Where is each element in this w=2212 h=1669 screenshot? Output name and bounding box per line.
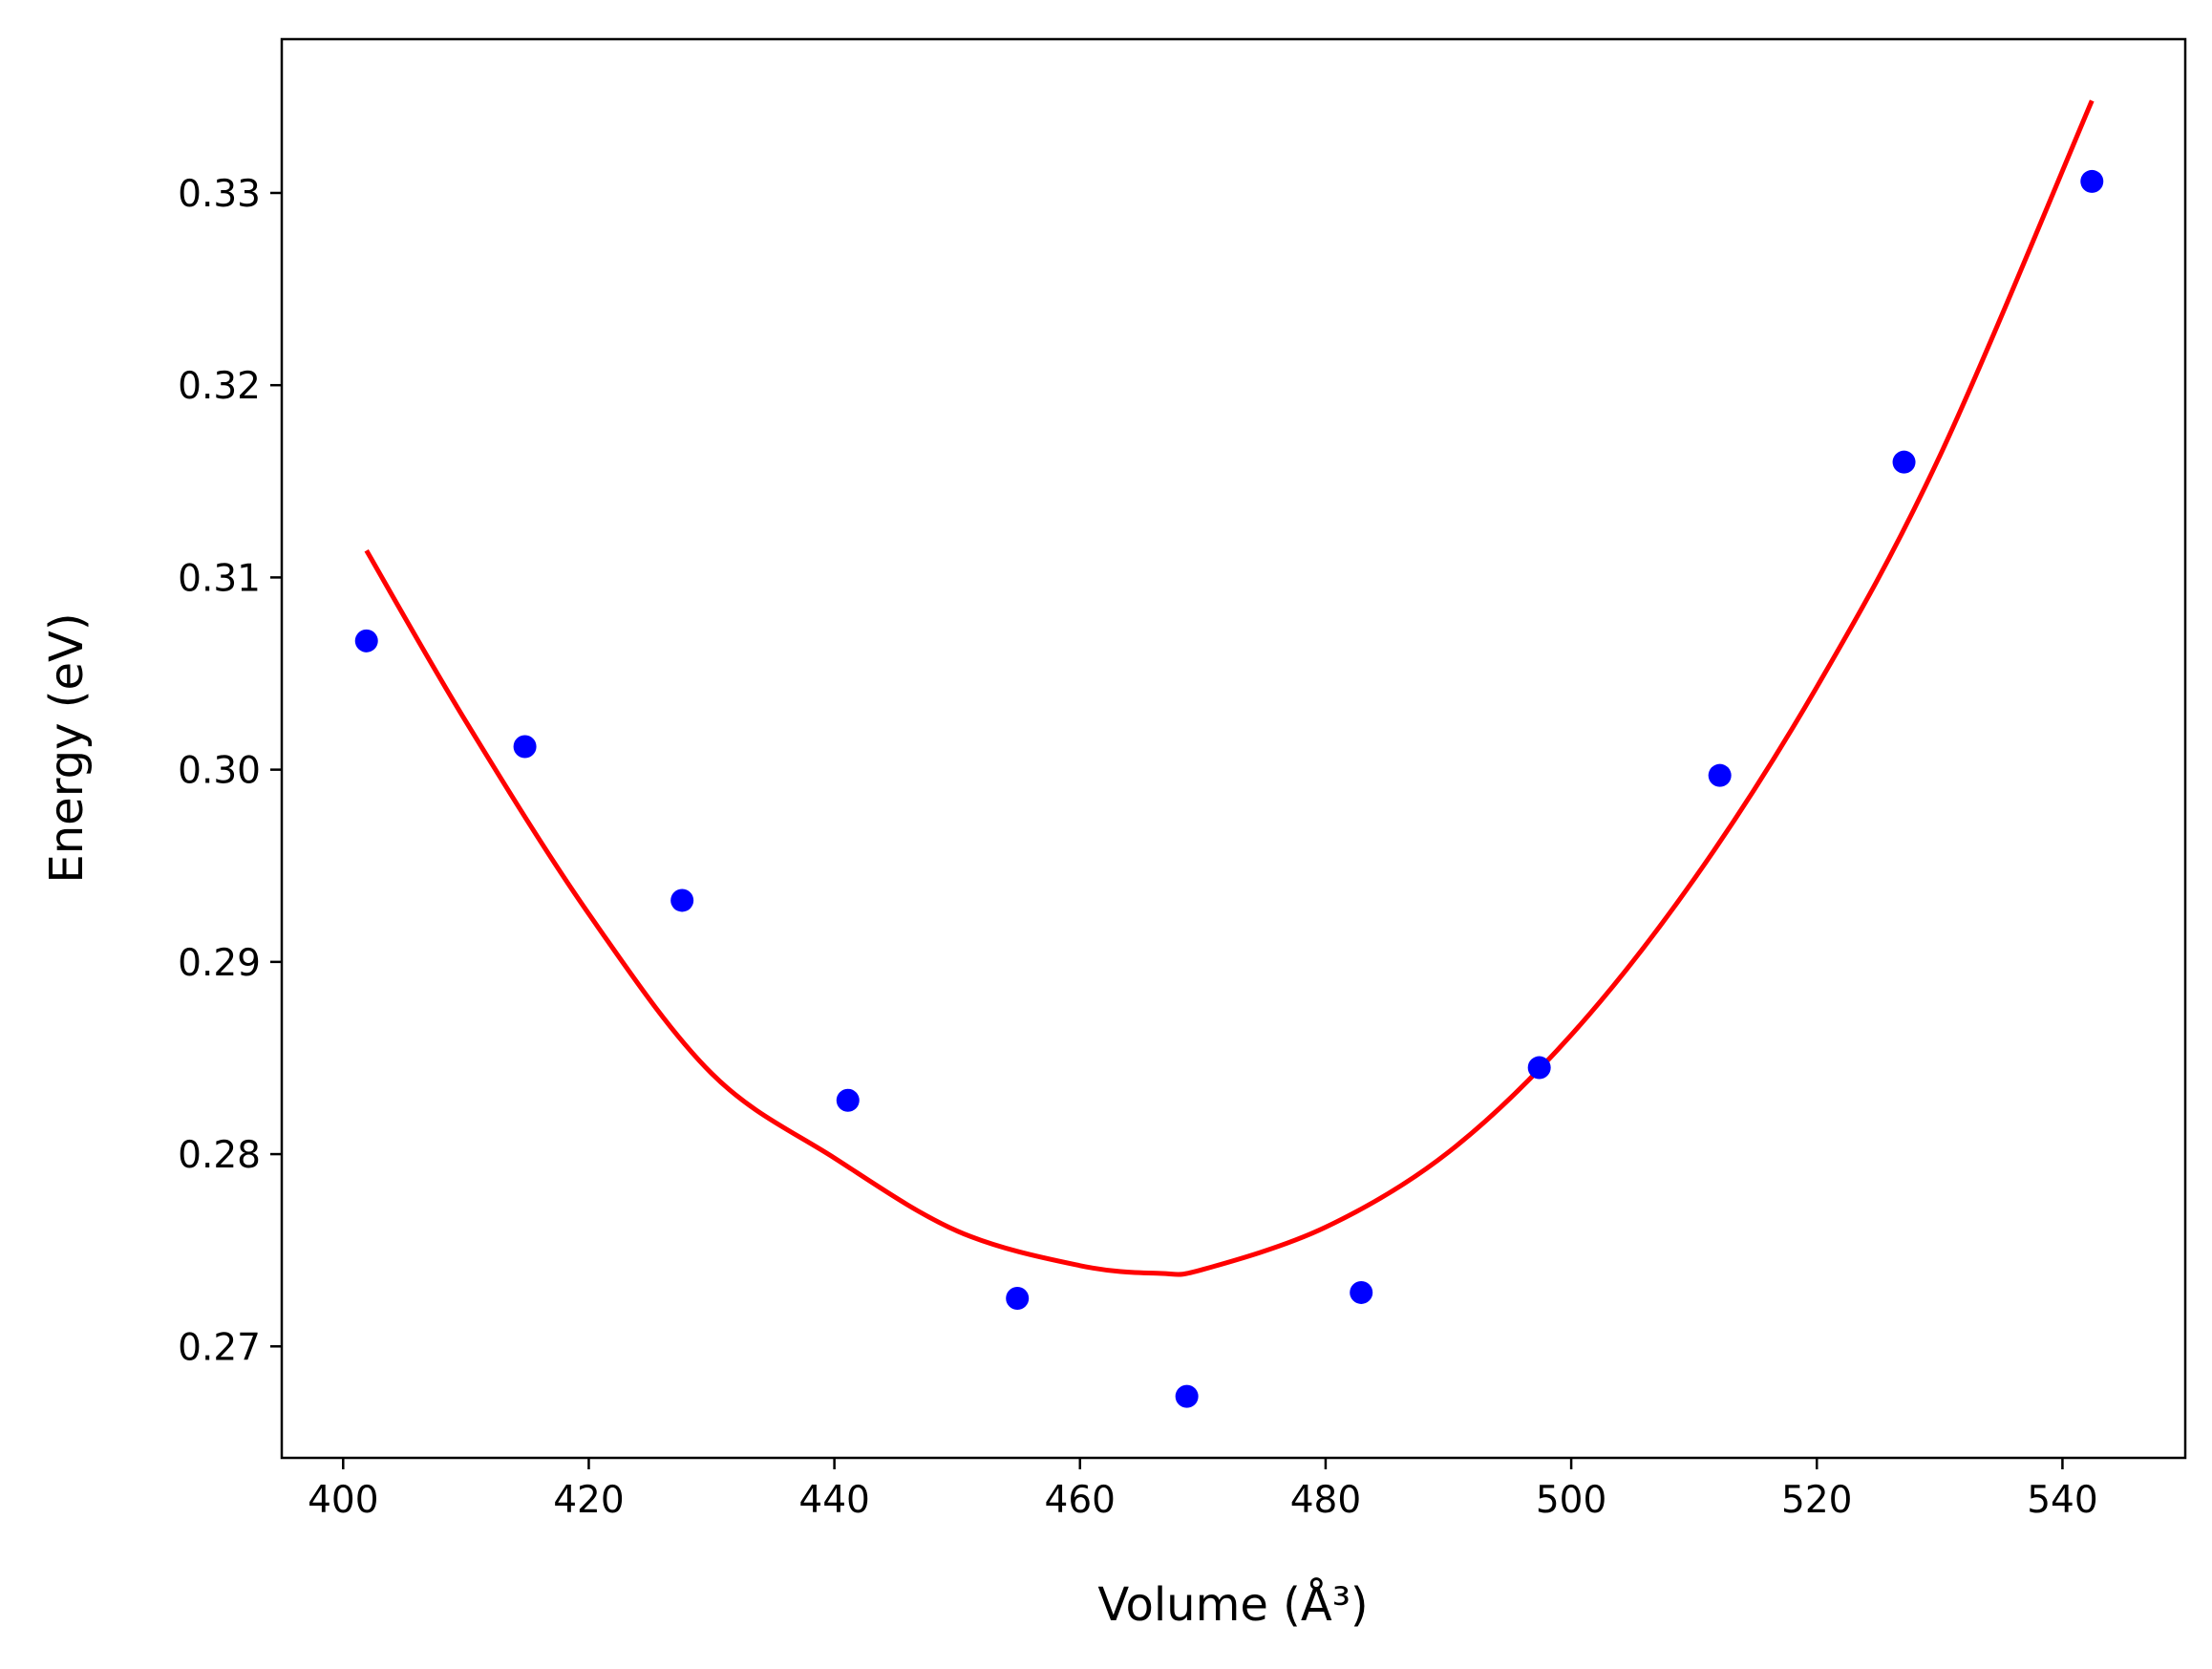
x-tick-label: 420 [553,1479,624,1522]
x-tick-label: 460 [1045,1479,1116,1522]
data-point [2080,170,2103,193]
y-tick-label: 0.30 [178,750,261,793]
x-axis-label: Volume (Å³) [1097,1577,1368,1632]
y-tick-label: 0.29 [178,942,261,985]
x-tick-label: 520 [1781,1479,1852,1522]
x-tick-label: 440 [798,1479,869,1522]
x-tick-label: 500 [1536,1479,1606,1522]
x-tick-label: 480 [1290,1479,1361,1522]
data-point [670,888,693,911]
data-point [837,1089,860,1112]
data-point [1006,1287,1029,1310]
data-point [1528,1057,1551,1080]
y-tick-label: 0.31 [178,557,261,600]
x-tick-label: 540 [2027,1479,2097,1522]
data-point [355,630,378,653]
x-tick-label: 400 [308,1479,378,1522]
y-tick-label: 0.33 [178,173,261,216]
y-axis-label: Energy (eV) [40,612,94,883]
y-tick-label: 0.27 [178,1326,261,1369]
data-point [1350,1281,1372,1304]
y-tick-label: 0.32 [178,365,261,408]
y-tick-label: 0.28 [178,1134,261,1177]
data-point [514,735,537,758]
data-point [1893,451,1916,474]
data-point [1176,1385,1199,1408]
data-point [1709,764,1732,787]
